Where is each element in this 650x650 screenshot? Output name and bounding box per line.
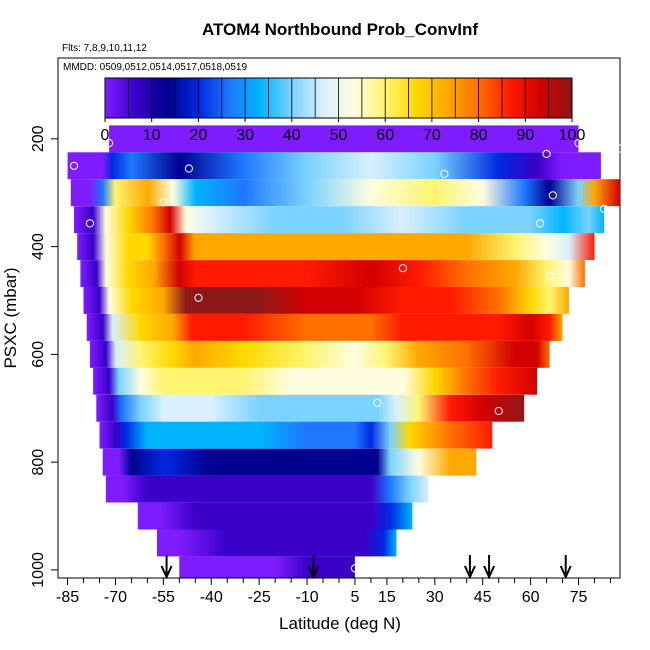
sample-point <box>536 219 545 228</box>
heatmap-band <box>74 206 605 234</box>
sample-point <box>574 139 583 148</box>
x-tick-label: 15 <box>378 589 396 606</box>
heatmap-band <box>137 502 413 530</box>
x-tick-label: -85 <box>56 589 79 606</box>
x-tick-label: 5 <box>351 589 360 606</box>
sample-point <box>398 264 407 273</box>
sample-point <box>79 466 88 475</box>
arrow-icon <box>483 565 495 580</box>
x-tick-label: 45 <box>474 589 492 606</box>
heatmap-band <box>93 367 537 395</box>
colorbar-ticks: 0 10 20 30 40 50 60 70 80 90 100 <box>101 118 586 144</box>
sample-point <box>85 219 95 228</box>
heatmap-band <box>89 340 550 368</box>
sample-points-layer <box>57 139 625 575</box>
sample-point <box>599 204 609 213</box>
heatmap-band <box>86 314 563 341</box>
sample-point <box>373 398 382 407</box>
colorbar-tick-label: 30 <box>236 127 254 144</box>
heatmap-band <box>105 475 429 503</box>
colorbar-tick-label: 20 <box>190 127 208 144</box>
x-tick-label: 60 <box>522 589 540 606</box>
sample-point <box>350 564 360 573</box>
colorbar: 0 10 20 30 40 50 60 70 80 90 100 <box>101 77 586 144</box>
heatmap-band <box>96 394 525 422</box>
heatmap-band <box>80 260 585 287</box>
heatmap-band <box>83 287 569 314</box>
sample-point <box>615 144 625 153</box>
flights-label: Flts: 7,8,9,10,11,12 <box>62 43 147 54</box>
sample-point <box>542 149 551 158</box>
y-tick-label: 600 <box>30 341 47 368</box>
x-axis: -85 -70 -55 -40 -25 -10 5 15 30 45 60 75 <box>56 577 611 606</box>
x-tick-label: -55 <box>152 589 175 606</box>
heatmap-band <box>99 421 493 449</box>
colorbar-tick-label: 0 <box>101 127 110 144</box>
x-tick-label: 30 <box>426 589 444 606</box>
colorbar-tick-label: 90 <box>516 127 534 144</box>
sample-point <box>440 169 449 178</box>
sample-point <box>494 406 503 416</box>
y-axis-label: PSXC (mbar) <box>1 267 20 368</box>
colorbar-fill <box>104 77 573 119</box>
x-tick-label: -40 <box>200 589 223 606</box>
x-axis-label: Latitude (deg N) <box>279 614 401 633</box>
colorbar-tick-label: 50 <box>330 127 348 144</box>
y-tick-label: 800 <box>30 449 47 476</box>
y-axis: 200 400 600 800 1000 <box>30 125 59 588</box>
x-tick-label: -70 <box>104 589 127 606</box>
heatmap-band <box>77 233 595 260</box>
sample-point <box>159 198 168 207</box>
y-tick-label: 200 <box>30 125 47 152</box>
colorbar-tick-label: 70 <box>423 127 441 144</box>
arrow-icon <box>464 565 476 580</box>
sample-point <box>548 191 558 200</box>
sample-point <box>57 142 66 151</box>
sample-point <box>194 293 203 302</box>
sample-point <box>184 164 193 173</box>
heatmap-band <box>179 556 355 578</box>
x-tick-label: 75 <box>570 589 588 606</box>
arrow-icon <box>307 565 320 580</box>
heatmap-band <box>67 152 601 180</box>
y-tick-label: 1000 <box>30 552 47 588</box>
heatmap-band <box>109 125 579 153</box>
colorbar-tick-label: 60 <box>376 127 394 144</box>
sample-point <box>545 272 554 281</box>
arrow-icon <box>160 565 173 580</box>
sample-point <box>105 139 114 148</box>
sample-point <box>69 161 79 170</box>
heatmap-band <box>70 179 621 207</box>
colorbar-tick-label: 10 <box>143 127 161 144</box>
heatmap-band <box>102 448 477 476</box>
x-tick-label: -10 <box>296 589 319 606</box>
sample-point <box>536 398 545 407</box>
heatmap-band <box>157 529 397 557</box>
x-tick-label: -25 <box>248 589 271 606</box>
dates-label: MMDD: 0509,0512,0514,0517,0518,0519 <box>63 62 247 73</box>
colorbar-tick-label: 40 <box>283 127 301 144</box>
colorbar-tick-label: 80 <box>470 127 488 144</box>
y-tick-label: 400 <box>30 233 47 260</box>
chart-title: ATOM4 Northbound Prob_ConvInf <box>202 20 478 39</box>
colorbar-tick-label: 100 <box>559 127 586 144</box>
heatmap-layer <box>67 125 621 578</box>
arrow-markers-layer <box>160 555 572 580</box>
arrow-icon <box>559 565 572 580</box>
